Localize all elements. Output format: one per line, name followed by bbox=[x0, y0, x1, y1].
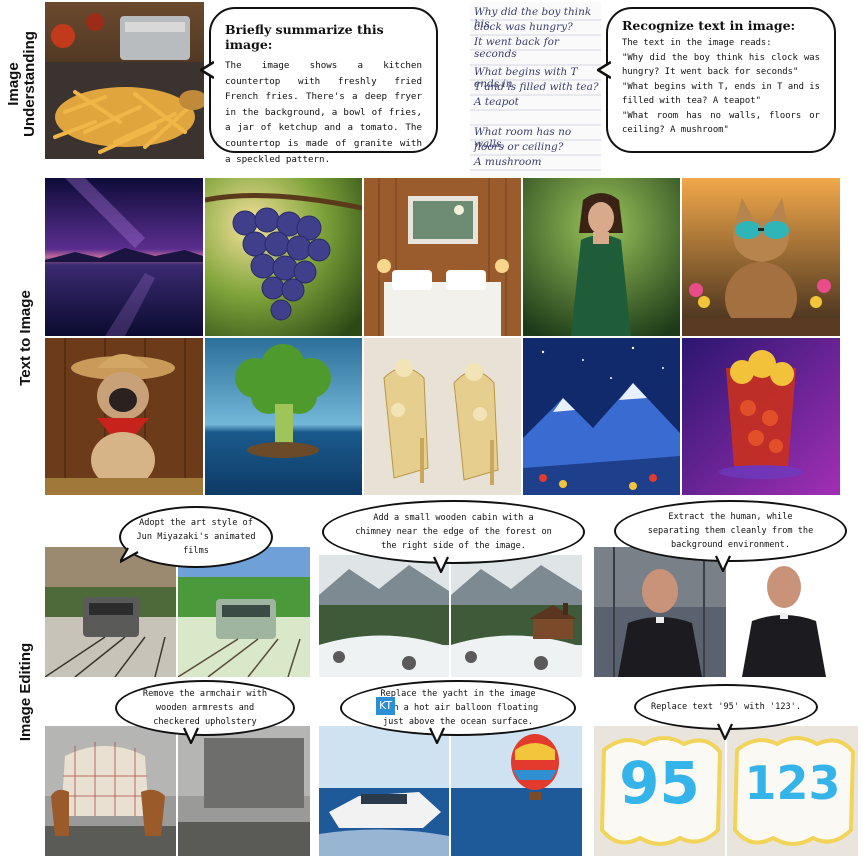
edit-prompt-2-tail bbox=[433, 556, 449, 573]
section-label-text-to-image: Text to Image bbox=[17, 290, 34, 386]
edit3-before-priest bbox=[594, 547, 726, 677]
edit2-after-forest-cabin bbox=[451, 555, 582, 677]
summary-bubble: Briefly summarize this image: The image … bbox=[209, 7, 438, 165]
edit5-before-yacht bbox=[319, 726, 449, 856]
section-label-line-2: Understanding bbox=[21, 31, 38, 137]
ocr-bubble: Recognize text in image: The text in the… bbox=[606, 7, 836, 153]
edit5-after-balloon bbox=[451, 726, 582, 856]
edit-prompt-5-tail bbox=[429, 727, 445, 744]
edit-prompt-4-bubble: Remove the armchair with wooden armrests… bbox=[115, 680, 295, 736]
edit4-after-armchair-removed bbox=[178, 726, 310, 856]
handwriting-line-8: floors or ceiling? bbox=[474, 141, 564, 153]
t2i-night-lake bbox=[45, 178, 203, 336]
edit6-before-cookie: 95 bbox=[594, 726, 725, 856]
edit-prompt-5-text: Replace the yacht in the image with a ho… bbox=[377, 689, 539, 727]
edit6-after-cookie: 123 bbox=[727, 726, 858, 856]
section-label-image-understanding: Image Understanding bbox=[5, 31, 38, 137]
edit1-after-train-anime bbox=[178, 547, 310, 677]
edit4-before-armchair bbox=[45, 726, 176, 856]
summary-title: Briefly summarize this image: bbox=[225, 22, 384, 52]
cookie-text-after: 123 bbox=[744, 756, 841, 810]
section-label-image-editing: Image Editing bbox=[17, 642, 34, 742]
edit-prompt-6-bubble: Replace text '95' with '123'. bbox=[634, 684, 818, 730]
handwriting-line-3: It went back for seconds bbox=[474, 36, 560, 60]
handwriting-line-9: A mushroom bbox=[474, 156, 542, 168]
ocr-title: Recognize text in image: bbox=[622, 18, 796, 33]
kt-badge: KT bbox=[376, 697, 395, 715]
handwriting-line-4: What begins with T ends in bbox=[474, 66, 578, 90]
edit-prompt-3-tail bbox=[715, 555, 731, 572]
cookie-text-before: 95 bbox=[619, 749, 700, 817]
edit1-before-train bbox=[45, 547, 176, 677]
t2i-bedroom bbox=[364, 178, 521, 336]
handwriting-line-5: T and is filled with tea? bbox=[474, 81, 599, 93]
fries-photo bbox=[45, 2, 204, 159]
section-label-line-1: Image bbox=[5, 62, 22, 106]
ocr-text: The text in the image reads: "Why did th… bbox=[622, 38, 820, 135]
handwriting-note: Why did the boy think his clock was hung… bbox=[470, 2, 601, 177]
edit-prompt-2-bubble: Add a small wooden cabin with a chimney … bbox=[322, 500, 585, 564]
handwriting-line-6: A teapot bbox=[474, 96, 519, 108]
edit-prompt-3-bubble: Extract the human, while separating them… bbox=[614, 500, 847, 562]
ocr-bubble-tail bbox=[597, 60, 611, 80]
t2i-cat-sunglasses bbox=[682, 178, 840, 336]
edit2-before-forest bbox=[319, 555, 449, 677]
handwriting-line-7: What room has no walls, bbox=[474, 126, 572, 150]
t2i-grapes bbox=[205, 178, 362, 336]
edit-prompt-4-tail bbox=[183, 727, 199, 744]
handwriting-line-1: Why did the boy think his bbox=[474, 6, 592, 30]
edit-prompt-6-tail bbox=[717, 723, 733, 740]
t2i-broccoli-tree bbox=[205, 338, 362, 495]
handwriting-line-2: clock was hungry? bbox=[474, 21, 573, 33]
t2i-woman-in-forest bbox=[523, 178, 680, 336]
edit-prompt-5-bubble: Replace the yacht in the image with a ho… bbox=[340, 680, 576, 736]
edit-prompt-1-bubble: Adopt the art style of Jun Miyazaki's an… bbox=[119, 506, 273, 568]
summary-text: The image shows a kitchen countertop wit… bbox=[225, 60, 422, 165]
t2i-jelly-glass bbox=[682, 338, 840, 495]
t2i-snowy-mountains bbox=[523, 338, 680, 495]
edit3-after-priest-cutout bbox=[728, 547, 840, 677]
edit-prompt-1-tail bbox=[120, 547, 139, 564]
t2i-pug-cowboy bbox=[45, 338, 203, 495]
t2i-floral-heels bbox=[364, 338, 521, 495]
summary-bubble-tail bbox=[200, 60, 214, 80]
